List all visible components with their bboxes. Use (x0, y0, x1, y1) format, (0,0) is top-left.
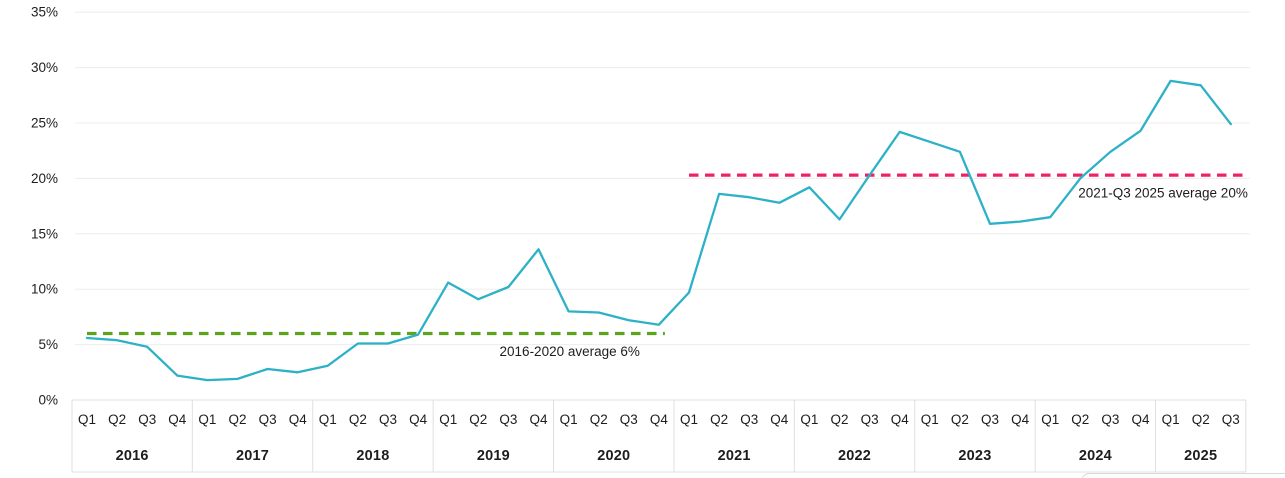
quarter-label: Q1 (78, 412, 96, 427)
y-axis-tick-label: 35% (31, 5, 58, 20)
quarter-label: Q4 (409, 412, 428, 427)
year-label: 2023 (958, 448, 991, 464)
y-axis-tick-label: 0% (38, 393, 58, 408)
quarter-label: Q1 (680, 412, 698, 427)
quarter-label: Q4 (168, 412, 187, 427)
quarter-label: Q4 (529, 412, 548, 427)
horizontal-scrollbar-thumb[interactable] (1081, 473, 1285, 478)
quarter-label: Q1 (1162, 412, 1180, 427)
quarter-label: Q2 (1071, 412, 1089, 427)
quarter-label: Q1 (921, 412, 939, 427)
year-label: 2025 (1184, 448, 1217, 464)
y-axis-tick-label: 15% (31, 226, 58, 241)
year-label: 2016 (116, 448, 149, 464)
year-label: 2018 (356, 448, 389, 464)
quarter-label: Q1 (560, 412, 578, 427)
quarter-label: Q2 (228, 412, 246, 427)
y-axis-tick-label: 5% (38, 337, 58, 352)
y-axis-tick-label: 20% (31, 171, 58, 186)
data-line (85, 79, 1232, 382)
quarter-label: Q3 (379, 412, 397, 427)
y-axis-tick-label: 10% (31, 282, 58, 297)
average-line-label: 2021-Q3 2025 average 20% (1078, 186, 1248, 201)
year-label: 2019 (477, 448, 510, 464)
quarter-label: Q4 (650, 412, 669, 427)
year-label: 2017 (236, 448, 269, 464)
quarter-label: Q1 (439, 412, 457, 427)
year-label: 2022 (838, 448, 871, 464)
quarter-label: Q2 (349, 412, 367, 427)
y-axis-tick-label: 25% (31, 116, 58, 131)
y-axis-tick-label: 30% (31, 60, 58, 75)
quarter-label: Q2 (108, 412, 126, 427)
quarter-label: Q1 (800, 412, 818, 427)
quarter-label: Q2 (710, 412, 728, 427)
quarter-label: Q3 (981, 412, 999, 427)
quarter-label: Q4 (289, 412, 308, 427)
quarter-label: Q3 (499, 412, 517, 427)
quarter-label: Q4 (1131, 412, 1150, 427)
quarter-label: Q3 (620, 412, 638, 427)
quarter-label: Q3 (740, 412, 758, 427)
quarter-label: Q3 (259, 412, 277, 427)
quarter-label: Q4 (891, 412, 910, 427)
quarter-label: Q2 (469, 412, 487, 427)
year-label: 2020 (597, 448, 630, 464)
average-line-label: 2016-2020 average 6% (500, 344, 640, 359)
quarter-label: Q3 (138, 412, 156, 427)
quarter-label: Q4 (770, 412, 789, 427)
quarter-label: Q3 (861, 412, 879, 427)
quarter-label: Q2 (590, 412, 608, 427)
quarter-label: Q3 (1222, 412, 1240, 427)
year-label: 2021 (718, 448, 751, 464)
quarter-label: Q2 (830, 412, 848, 427)
quarter-label: Q2 (951, 412, 969, 427)
quarter-label: Q1 (198, 412, 216, 427)
quarter-label: Q1 (319, 412, 337, 427)
quarter-label: Q3 (1101, 412, 1119, 427)
quarter-label: Q2 (1192, 412, 1210, 427)
year-label: 2024 (1079, 448, 1112, 464)
quarter-label: Q4 (1011, 412, 1030, 427)
quarter-label: Q1 (1041, 412, 1059, 427)
